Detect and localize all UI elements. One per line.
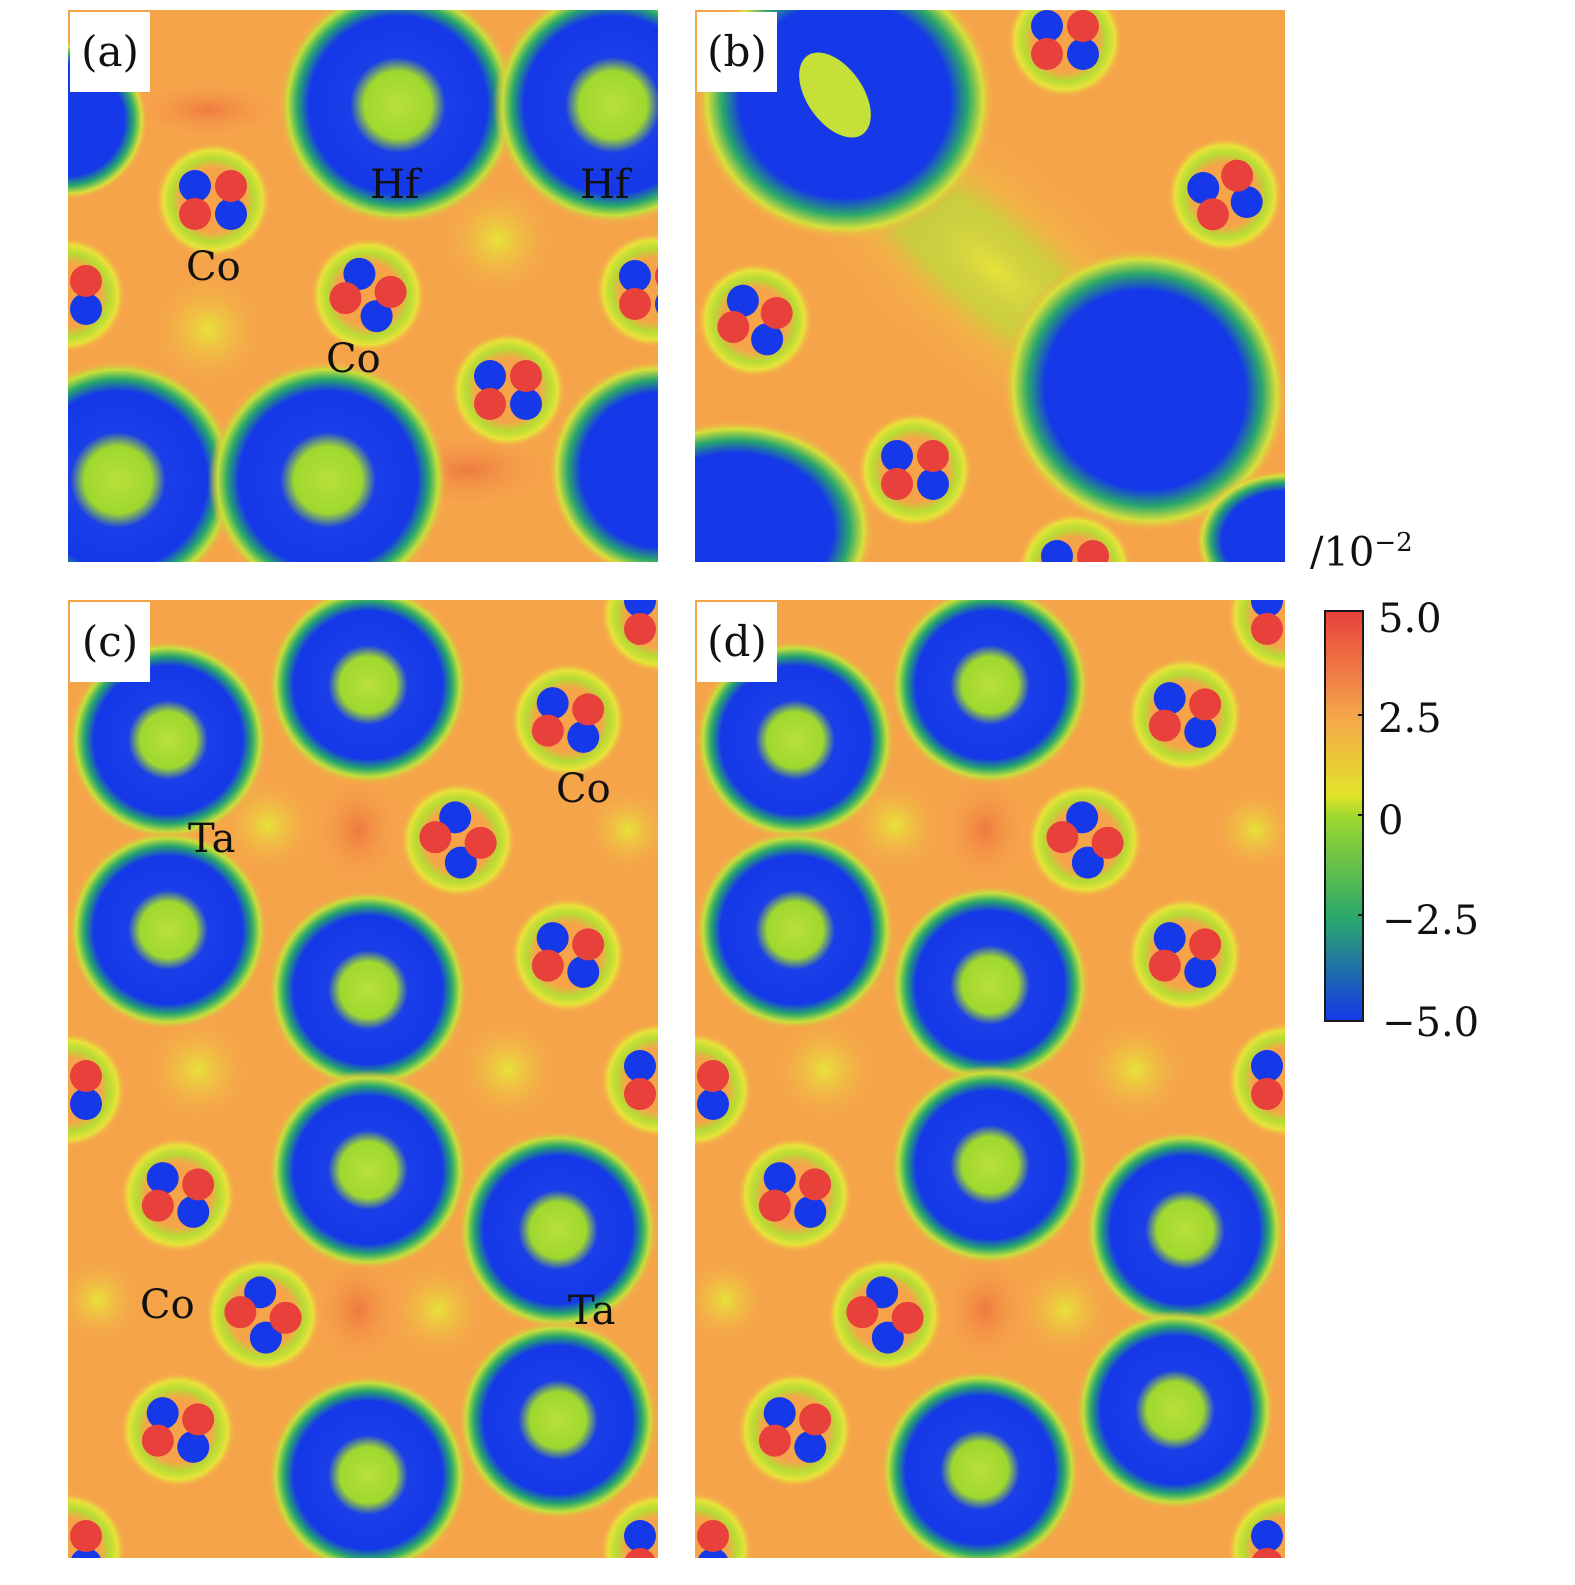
atom-label-co-3: Co <box>556 766 611 812</box>
colorbar <box>1324 610 1364 1022</box>
atom-label-hf-1: Hf <box>370 162 420 208</box>
colorbar-tick-label-neg-2-5: −2.5 <box>1382 898 1480 944</box>
panel-d-map <box>695 600 1285 1558</box>
panel-c: (c) <box>68 600 658 1558</box>
colorbar-unit-exponent: −2 <box>1374 528 1413 558</box>
panel-c-label: (c) <box>70 602 150 682</box>
atom-label-hf-2: Hf <box>580 162 630 208</box>
atom-label-co-2: Co <box>326 336 381 382</box>
colorbar-unit-base: /10 <box>1310 529 1375 576</box>
panel-a: (a) <box>68 10 658 562</box>
panel-c-map <box>68 600 658 1558</box>
colorbar-tick <box>1358 814 1362 816</box>
panel-a-label: (a) <box>70 12 150 92</box>
panel-b: (b) <box>695 10 1285 562</box>
colorbar-tick <box>1358 714 1362 716</box>
colorbar-tick-label-5: 5.0 <box>1378 596 1442 642</box>
panel-a-map <box>68 10 658 562</box>
colorbar-tick <box>1358 914 1362 916</box>
colorbar-tick-label-0: 0 <box>1378 798 1404 844</box>
atom-label-co-1: Co <box>186 244 241 290</box>
atom-label-ta-1: Ta <box>188 816 236 862</box>
colorbar-tick-label-neg-5: −5.0 <box>1382 1000 1480 1046</box>
colorbar-tick-label-2-5: 2.5 <box>1378 696 1442 742</box>
panel-d-label: (d) <box>697 602 777 682</box>
colorbar-unit: /10−2 <box>1310 528 1413 575</box>
panel-d: (d) <box>695 600 1285 1558</box>
atom-label-ta-2: Ta <box>568 1288 616 1334</box>
panel-b-map <box>695 10 1285 562</box>
panel-b-label: (b) <box>697 12 777 92</box>
atom-label-co-4: Co <box>140 1282 195 1328</box>
